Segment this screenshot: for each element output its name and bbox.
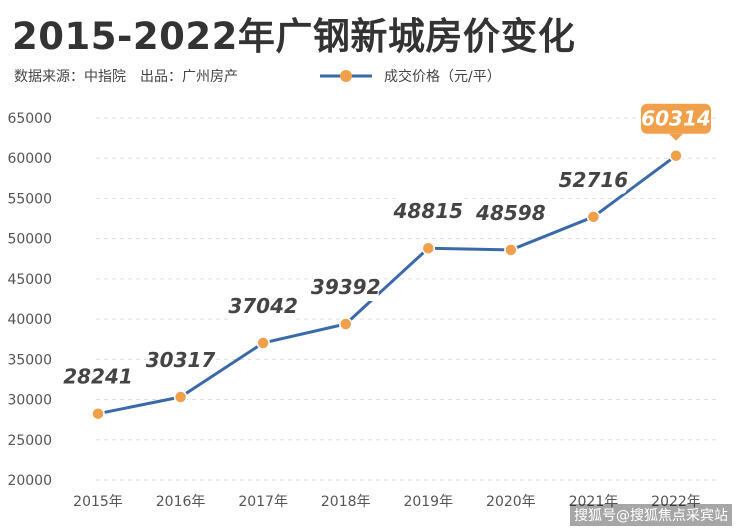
- data-label: 28241: [63, 365, 133, 389]
- y-axis-ticks: 20000 25000 30000 35000 40000 45000 50000 55000…: [7, 111, 52, 489]
- label-background: [560, 165, 627, 194]
- data-point: [669, 148, 683, 163]
- data-labels: 28241 30317 37042 39392 48815 48598 52716 60314: [63, 103, 711, 391]
- label-background: [395, 197, 462, 226]
- data-label: 48598: [475, 201, 546, 225]
- label-background: [477, 198, 544, 227]
- data-point: [586, 210, 601, 224]
- x-tick-label: 2018年: [321, 494, 371, 510]
- data-point: [421, 241, 436, 255]
- y-tick-label: 50000: [7, 232, 52, 248]
- label-background: [312, 273, 379, 302]
- chart-legend: 成交价格（元/平）: [320, 66, 501, 86]
- data-point: [338, 317, 353, 331]
- x-tick-label: 2016年: [156, 494, 206, 510]
- data-label: 39392: [311, 275, 381, 299]
- x-tick-label: 2015年: [73, 494, 123, 510]
- label-background: [65, 362, 131, 391]
- highlight-badge-pointer: [669, 133, 683, 141]
- data-label: 48815: [392, 199, 463, 223]
- y-tick-label: 25000: [7, 433, 52, 449]
- y-tick-label: 20000: [7, 473, 52, 489]
- y-tick-label: 65000: [7, 111, 52, 127]
- watermark: 搜狐号@搜狐焦点采宾站: [570, 504, 732, 526]
- chart-meta: 数据来源：中指院 出品：广州房产: [14, 66, 238, 86]
- y-tick-label: 40000: [7, 312, 52, 328]
- data-label: 52716: [559, 168, 629, 192]
- data-point: [173, 390, 188, 404]
- label-background: [230, 291, 297, 320]
- label-background: [147, 346, 214, 375]
- x-tick-label: 2021年: [569, 494, 619, 510]
- y-tick-label: 60000: [7, 151, 52, 167]
- chart-title: 2015-2022年广钢新城房价变化: [12, 15, 576, 58]
- x-tick-label: 2017年: [238, 494, 288, 510]
- data-source-label: 数据来源：中指院: [14, 69, 126, 85]
- data-point: [504, 243, 518, 257]
- series-polyline: [97, 154, 677, 416]
- publisher-label: 出品：广州房产: [140, 69, 238, 85]
- y-tick-label: 35000: [7, 352, 52, 368]
- highlight-label-badge: [641, 103, 711, 134]
- data-label: 30317: [146, 348, 216, 372]
- x-axis-ticks: 2015年 2016年 2017年 2018年 2019年 2020年 2021年 2022年: [73, 494, 701, 510]
- series-line: [97, 154, 677, 416]
- x-tick-label: 2020年: [486, 494, 536, 510]
- data-points: [91, 148, 683, 421]
- y-tick-label: 30000: [7, 393, 52, 409]
- y-tick-label: 45000: [7, 272, 52, 288]
- data-point: [91, 406, 105, 421]
- x-tick-label: 2019年: [403, 494, 453, 510]
- data-label: 37042: [228, 294, 298, 318]
- data-point: [256, 336, 270, 350]
- data-label: 60314: [641, 107, 711, 131]
- y-tick-label: 55000: [7, 191, 52, 207]
- legend-line-marker-icon: [320, 70, 372, 82]
- legend-series-label: 成交价格（元/平）: [384, 69, 501, 85]
- x-tick-label: 2022年: [651, 494, 701, 510]
